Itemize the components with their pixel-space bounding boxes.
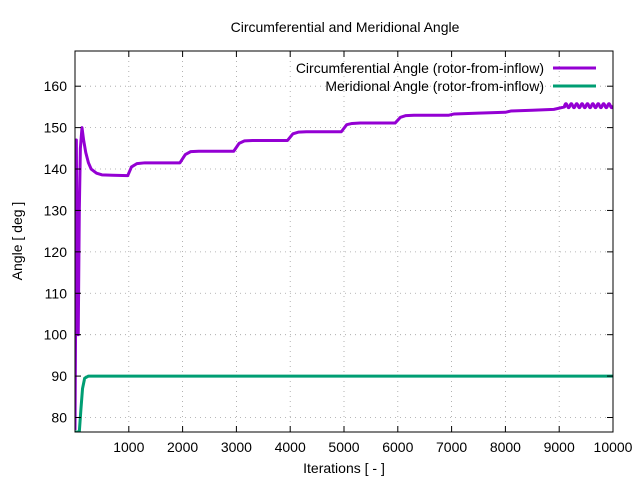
- y-tick-label: 90: [51, 368, 67, 384]
- x-tick-label: 3000: [221, 439, 252, 455]
- chart-title: Circumferential and Meridional Angle: [231, 19, 460, 35]
- series-line-meridional: [75, 374, 613, 432]
- y-tick-label: 80: [51, 410, 67, 426]
- x-tick-label: 2000: [167, 439, 198, 455]
- x-tick-label: 5000: [328, 439, 359, 455]
- series-line-circumferential: [75, 102, 613, 430]
- legend-entry-label: Circumferential Angle (rotor-from-inflow…: [296, 60, 544, 76]
- y-tick-label: 160: [44, 78, 68, 94]
- y-tick-label: 140: [44, 161, 68, 177]
- y-axis-label: Angle [ deg ]: [9, 202, 25, 281]
- x-tick-label: 8000: [490, 439, 521, 455]
- x-axis-label: Iterations [ - ]: [303, 460, 385, 476]
- series-lines: [75, 102, 613, 432]
- y-tick-label: 110: [45, 285, 68, 301]
- x-tick-label: 10000: [594, 439, 633, 455]
- legend: Circumferential Angle (rotor-from-inflow…: [296, 60, 596, 94]
- legend-entry-label: Meridional Angle (rotor-from-inflow): [325, 78, 544, 94]
- y-tick-label: 100: [44, 327, 68, 343]
- y-tick-label: 150: [44, 120, 68, 136]
- x-tick-label: 4000: [275, 439, 306, 455]
- y-tick-label: 120: [44, 244, 68, 260]
- x-tick-label: 7000: [436, 439, 467, 455]
- axis-ticks: 1000 2000 3000 4000 5000 6000 7000 8000 9000 1000…: [44, 51, 633, 455]
- x-tick-label: 6000: [382, 439, 413, 455]
- y-tick-label: 130: [44, 202, 68, 218]
- x-tick-label: 9000: [544, 439, 575, 455]
- x-tick-label: 1000: [113, 439, 144, 455]
